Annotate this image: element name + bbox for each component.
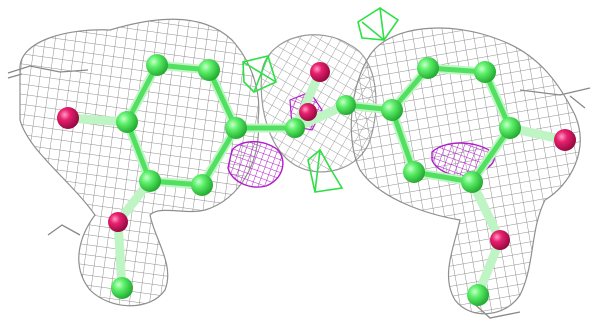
- carbon-atom: [499, 117, 521, 139]
- oxygen-atom: [554, 129, 576, 151]
- carbon-atom: [403, 161, 425, 183]
- carbon-atom: [116, 111, 138, 133]
- carbon-atom: [381, 99, 403, 121]
- carbon-atoms: [111, 54, 521, 306]
- carbon-atom: [461, 171, 483, 193]
- carbon-atom: [225, 117, 247, 139]
- oxygen-atom: [57, 107, 79, 129]
- carbon-atom: [111, 277, 133, 299]
- carbon-atom: [191, 174, 213, 196]
- positive-density-blobs: [242, 7, 400, 193]
- carbon-atom: [467, 284, 489, 306]
- oxygen-atom: [108, 212, 128, 232]
- carbon-atom: [285, 118, 305, 138]
- carbon-atom: [474, 61, 496, 83]
- carbon-atom: [336, 95, 356, 115]
- oxygen-atoms: [57, 62, 576, 250]
- oxygen-atom: [490, 230, 510, 250]
- carbon-atom: [146, 54, 168, 76]
- carbon-atom: [139, 170, 161, 192]
- oxygen-atom: [310, 62, 330, 82]
- carbon-atom: [198, 59, 220, 81]
- carbon-atom: [417, 57, 439, 79]
- oxygen-atom: [299, 103, 317, 121]
